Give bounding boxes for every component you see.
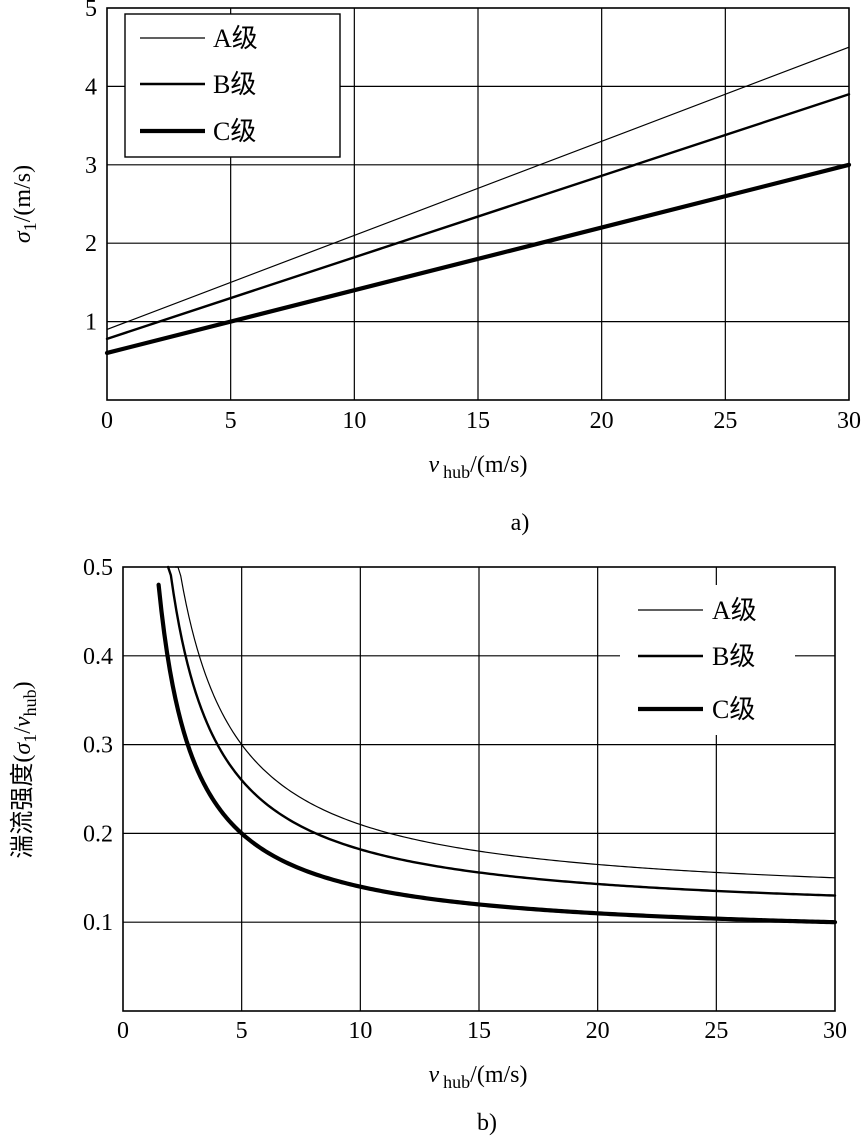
chart-b-ylabel: 湍流强度(σ1/vhub) [9, 681, 40, 858]
chart-a-series [104, 46, 852, 356]
chart-a-caption: a) [511, 510, 530, 536]
chart-a-series-line-a [106, 46, 850, 331]
chart-a-xtick-label: 10 [342, 408, 366, 434]
chart-b-caption: b) [477, 1110, 497, 1136]
chart-b-legend: A级 B级 C级 [620, 585, 795, 735]
chart-a-legend: A级 B级 C级 [124, 13, 341, 158]
chart-a-legend-label-c: C级 [213, 117, 256, 146]
chart-b-xtick-label: 25 [704, 1018, 728, 1044]
chart-b-xtick-label: 10 [348, 1018, 372, 1044]
chart-a-legend-label-b: B级 [213, 70, 256, 99]
chart-a-ytick-label: 3 [85, 153, 97, 179]
chart-a-ytick-label: 1 [85, 310, 97, 336]
chart-b-ytick-labels: 0.1 0.2 0.3 0.4 0.5 [83, 555, 113, 936]
chart-a-xtick-label: 25 [713, 408, 737, 434]
chart-a-xtick-labels: 0 5 10 15 20 25 30 [101, 408, 861, 434]
chart-b-xtick-label: 20 [586, 1018, 610, 1044]
chart-b-xtick-labels: 0 5 10 15 20 25 30 [117, 1018, 847, 1044]
chart-b-series [156, 565, 838, 925]
chart-b: 0.1 0.2 0.3 0.4 0.5 0 5 10 15 20 25 30 A级 B级 C级 湍流… [9, 555, 847, 1136]
chart-a-ytick-label: 2 [85, 231, 97, 257]
chart-b-ytick-label: 0.4 [83, 644, 113, 670]
chart-b-legend-label-b: B级 [712, 642, 755, 671]
chart-b-series-line-b [166, 565, 837, 897]
chart-a-xtick-label: 15 [466, 408, 490, 434]
chart-b-ytick-label: 0.2 [83, 821, 113, 847]
chart-b-xtick-label: 30 [823, 1018, 847, 1044]
chart-a: 1 2 3 4 5 0 5 10 15 20 25 30 A级 B级 C级 σ1/(m/s) v hu… [10, 0, 861, 536]
chart-b-ytick-label: 0.1 [83, 910, 113, 936]
chart-a-ytick-label: 5 [85, 0, 97, 22]
chart-b-legend-label-a: A级 [712, 596, 757, 625]
chart-a-xtick-label: 20 [590, 408, 614, 434]
chart-a-xtick-label: 0 [101, 408, 113, 434]
chart-b-xtick-label: 15 [467, 1018, 491, 1044]
chart-a-legend-label-a: A级 [213, 24, 258, 53]
chart-a-series-line-c [104, 162, 852, 356]
chart-a-series-line-b [105, 93, 851, 341]
chart-b-plot-frame [122, 566, 836, 1012]
chart-a-xtick-label: 30 [837, 408, 861, 434]
chart-a-ylabel: σ1/(m/s) [10, 165, 40, 243]
chart-a-ytick-label: 4 [85, 74, 97, 100]
chart-b-xlabel: v hub/(m/s) [429, 1062, 528, 1092]
chart-b-series-line-c [156, 582, 838, 925]
chart-b-legend-box [620, 585, 795, 735]
chart-a-ytick-labels: 1 2 3 4 5 [85, 0, 97, 336]
chart-b-xtick-label: 5 [236, 1018, 248, 1044]
chart-a-xtick-label: 5 [225, 408, 237, 434]
chart-b-ytick-label: 0.3 [83, 733, 113, 759]
chart-a-plot-frame [106, 7, 850, 401]
chart-b-legend-label-c: C级 [712, 695, 755, 724]
chart-b-ytick-label: 0.5 [83, 555, 113, 581]
chart-a-xlabel: v hub/(m/s) [429, 452, 528, 482]
chart-b-series-line-a [174, 566, 836, 879]
chart-b-xtick-label: 0 [117, 1018, 129, 1044]
